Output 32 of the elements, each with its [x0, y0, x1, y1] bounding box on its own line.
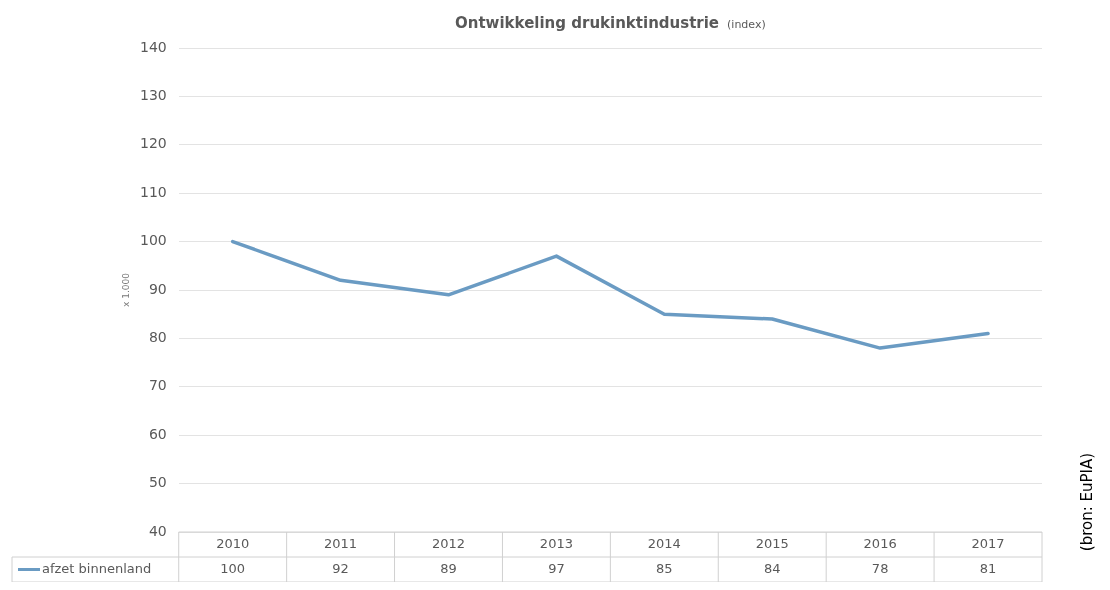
- x-tick-label: 2012: [431, 535, 466, 551]
- x-tick-label: 2011: [324, 535, 358, 551]
- data-label: 81: [979, 560, 997, 576]
- data-label: 85: [656, 560, 673, 576]
- y-tick-label: 130: [139, 87, 167, 104]
- x-tick-label: 2010: [216, 535, 250, 551]
- data-label: 100: [220, 560, 246, 576]
- chart-title: Ontwikkeling drukinktindustrie: [455, 13, 720, 32]
- y-tick-label: 70: [148, 377, 167, 394]
- text: (bron: EuPIA): [1077, 452, 1096, 552]
- x-tick-label: 2013: [539, 535, 573, 551]
- y-tick-label: 40: [148, 522, 167, 539]
- y-axis-title: x 1.000: [121, 272, 132, 307]
- y-tick-label: 100: [139, 232, 167, 249]
- x-tick-label: 2014: [647, 535, 681, 551]
- data-label: 89: [440, 560, 457, 576]
- data-label: 92: [332, 560, 349, 576]
- data-label: 97: [548, 560, 565, 576]
- y-tick-label: 80: [148, 329, 167, 346]
- x-tick-label: 2015: [755, 535, 789, 551]
- chart-subtitle: (index): [727, 17, 766, 31]
- y-tick-label: 120: [139, 135, 167, 152]
- y-tick-label: 50: [148, 474, 167, 491]
- data-label: 78: [871, 560, 889, 576]
- x-tick-label: 2016: [863, 535, 897, 551]
- y-tick-label: 140: [139, 38, 167, 55]
- y-tick-label: 90: [148, 280, 167, 297]
- data-label: 84: [763, 560, 781, 576]
- y-tick-label: 110: [139, 183, 167, 200]
- x-tick-label: 2017: [971, 535, 1005, 551]
- y-tick-label: 60: [148, 425, 167, 442]
- legend-label: afzet binnenland: [42, 560, 152, 576]
